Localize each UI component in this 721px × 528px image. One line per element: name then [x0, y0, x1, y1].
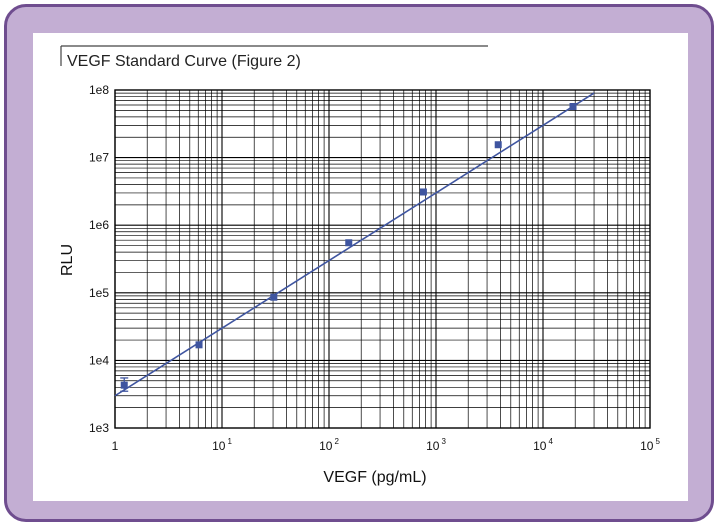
x-tick-label: 10 3	[426, 437, 446, 453]
y-tick-label: 1e5	[89, 286, 109, 300]
fit-line	[114, 92, 595, 397]
chart-panel	[33, 33, 688, 501]
data-points	[120, 103, 577, 392]
y-axis-ticks: 1e3 1e4 1e5 1e6 1e7 1e8	[89, 83, 109, 435]
y-tick-label: 1e4	[89, 353, 109, 367]
x-tick-label: 10 5	[640, 437, 660, 453]
x-axis-ticks: 1 10 1 10 2 10 3 10 4 10 5	[112, 437, 661, 453]
data-point	[120, 381, 128, 389]
chart-title: VEGF Standard Curve (Figure 2)	[67, 53, 301, 70]
fit-line-group	[114, 92, 595, 397]
x-axis-title: VEGF (pg/mL)	[323, 469, 426, 486]
y-tick-label: 1e6	[89, 218, 109, 232]
x-tick-label: 10 4	[533, 437, 553, 453]
y-tick-label: 1e7	[89, 151, 109, 165]
data-point	[419, 188, 427, 196]
data-point	[494, 141, 502, 149]
data-point	[569, 103, 577, 111]
x-tick-label: 10 2	[319, 437, 339, 453]
y-axis-title: RLU	[59, 244, 76, 276]
data-point	[345, 239, 353, 247]
x-tick-label: 1	[112, 439, 119, 453]
y-tick-label: 1e8	[89, 83, 109, 97]
plot-border	[114, 89, 651, 429]
data-point	[270, 293, 278, 301]
x-tick-label: 10 1	[212, 437, 232, 453]
y-tick-label: 1e3	[89, 421, 109, 435]
data-point	[195, 341, 203, 349]
grid	[114, 89, 651, 429]
